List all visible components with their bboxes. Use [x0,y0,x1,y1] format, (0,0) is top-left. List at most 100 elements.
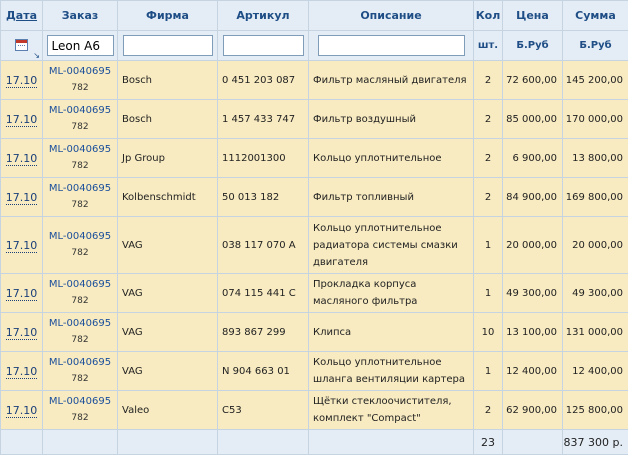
table-row[interactable]: 17.10 ML-0040695 782 Bosch 1 457 433 747 Филь… [0,99,628,139]
table-row[interactable]: 17.10 ML-0040695 782 VAG 893 867 299 Клипса 10… [0,312,628,352]
cell-price: 20 000,00 [502,216,563,274]
cell-sum: 170 000,00 [562,99,628,139]
article-filter-input[interactable] [222,35,304,57]
description-filter-input[interactable] [317,35,465,57]
cell-qty: 2 [473,60,503,100]
cell-firm: VAG [117,312,218,352]
totals-empty-cell [502,429,563,455]
column-header-description[interactable]: Описание [308,0,474,31]
cell-date[interactable]: 17.10 [0,273,43,313]
order-link[interactable]: ML-0040695 [48,144,112,155]
cell-date[interactable]: 17.10 [0,312,43,352]
totals-empty-cell [308,429,474,455]
cell-date[interactable]: 17.10 [0,99,43,139]
order-link[interactable]: ML-0040695 [48,318,112,329]
totals-empty-cell [42,429,118,455]
cell-description: Фильтр топливный [308,177,474,217]
cell-qty: 2 [473,177,503,217]
date-link[interactable]: 17.10 [5,151,38,166]
cell-sum: 49 300,00 [562,273,628,313]
calendar-icon[interactable] [15,39,28,51]
date-link[interactable]: 17.10 [5,73,38,88]
cell-article: 50 013 182 [217,177,309,217]
column-header-qty[interactable]: Кол [473,0,503,31]
article-filter-cell [217,30,309,61]
column-header-date[interactable]: Дата [0,0,43,31]
table-row[interactable]: 17.10 ML-0040695 782 VAG 074 115 441 C Прокла… [0,273,628,313]
date-link[interactable]: 17.10 [5,112,38,127]
cell-description: Клипса [308,312,474,352]
table-row[interactable]: 17.10 ML-0040695 782 VAG 038 117 070 A Кольцо… [0,216,628,274]
total-qty: 23 [473,429,503,455]
cell-article: 1112001300 [217,138,309,178]
cell-description: Кольцо уплотнительное шланга вентиляции … [308,351,474,391]
order-sub-number: 782 [71,122,89,132]
table-row[interactable]: 17.10 ML-0040695 782 Jp Group 1112001300 Коль… [0,138,628,178]
table-row[interactable]: 17.10 ML-0040695 782 Bosch 0 451 203 087 Филь… [0,60,628,100]
column-header-sum[interactable]: Сумма [562,0,628,31]
cell-order: ML-0040695 782 [42,60,118,100]
date-link[interactable]: 17.10 [5,325,38,340]
cell-article: C53 [217,390,309,430]
cell-sum: 131 000,00 [562,312,628,352]
cell-description: Кольцо уплотнительное радиатора системы … [308,216,474,274]
cell-date[interactable]: 17.10 [0,390,43,430]
order-sub-number: 782 [71,413,89,423]
order-link[interactable]: ML-0040695 [48,357,112,368]
cell-description: Кольцо уплотнительное [308,138,474,178]
table-row[interactable]: 17.10 ML-0040695 782 Kolbenschmidt 50 013 18… [0,177,628,217]
cell-date[interactable]: 17.10 [0,351,43,391]
totals-empty-cell [217,429,309,455]
order-sub-number: 782 [71,296,89,306]
order-link[interactable]: ML-0040695 [48,183,112,194]
order-link[interactable]: ML-0040695 [48,279,112,290]
cell-order: ML-0040695 782 [42,99,118,139]
order-link[interactable]: ML-0040695 [48,231,112,242]
cell-article: 893 867 299 [217,312,309,352]
sum-unit-label: Б.Руб [562,30,628,61]
order-sub-number: 782 [71,83,89,93]
cell-firm: VAG [117,216,218,274]
date-link[interactable]: 17.10 [5,190,38,205]
cell-sum: 13 800,00 [562,138,628,178]
cell-order: ML-0040695 782 [42,390,118,430]
table-row[interactable]: 17.10 ML-0040695 782 VAG N 904 663 01 Кольцо … [0,351,628,391]
cell-sum: 20 000,00 [562,216,628,274]
order-sub-number: 782 [71,161,89,171]
cell-date[interactable]: 17.10 [0,60,43,100]
column-header-article[interactable]: Артикул [217,0,309,31]
cell-date[interactable]: 17.10 [0,216,43,274]
filter-row: ↘ шт. Б.Руб Б.Руб [0,30,628,61]
column-header-order[interactable]: Заказ [42,0,118,31]
cell-sum: 12 400,00 [562,351,628,391]
date-link[interactable]: 17.10 [5,403,38,418]
column-header-firm[interactable]: Фирма [117,0,218,31]
order-link[interactable]: ML-0040695 [48,66,112,77]
cell-date[interactable]: 17.10 [0,177,43,217]
date-link[interactable]: 17.10 [5,238,38,253]
date-link[interactable]: 17.10 [5,286,38,301]
order-link[interactable]: ML-0040695 [48,105,112,116]
cell-date[interactable]: 17.10 [0,138,43,178]
table-row[interactable]: 17.10 ML-0040695 782 Valeo C53 Щётки стеклооч… [0,390,628,430]
cell-firm: Bosch [117,99,218,139]
order-link[interactable]: ML-0040695 [48,396,112,407]
cell-order: ML-0040695 782 [42,216,118,274]
cell-description: Прокладка корпуса масляного фильтра [308,273,474,313]
order-filter-input[interactable] [46,35,114,57]
cell-price: 72 600,00 [502,60,563,100]
cell-qty: 1 [473,273,503,313]
firm-filter-input[interactable] [122,35,213,57]
firm-filter-cell [117,30,218,61]
column-header-price[interactable]: Цена [502,0,563,31]
total-sum: 837 300 р. [562,429,628,455]
totals-empty-cell [0,429,43,455]
cell-order: ML-0040695 782 [42,312,118,352]
cell-description: Фильтр воздушный [308,99,474,139]
cell-sum: 169 800,00 [562,177,628,217]
cell-article: 0 451 203 087 [217,60,309,100]
cell-firm: Jp Group [117,138,218,178]
date-link[interactable]: 17.10 [5,364,38,379]
sort-arrow-icon[interactable]: ↘ [33,51,40,60]
